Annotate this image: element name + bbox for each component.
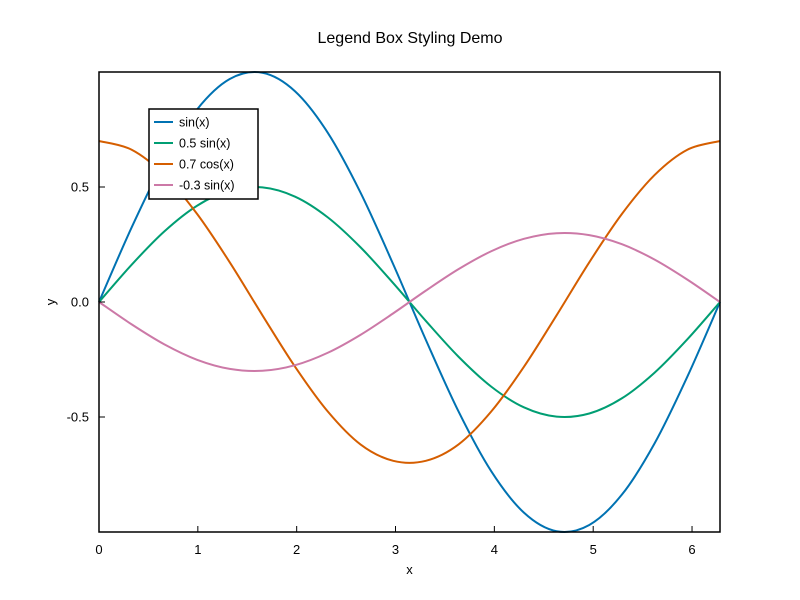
- y-axis-label: y: [43, 298, 58, 305]
- y-axis-ticks: -0.5 0.0 0.5: [67, 180, 105, 425]
- legend-label: 0.7 cos(x): [179, 158, 234, 172]
- legend-label: -0.3 sin(x): [179, 179, 235, 193]
- x-axis-label: x: [406, 562, 413, 577]
- y-tick-label: -0.5: [67, 410, 89, 425]
- x-tick-label: 0: [95, 542, 102, 557]
- legend-label: 0.5 sin(x): [179, 137, 230, 151]
- y-tick-label: 0.0: [71, 295, 89, 310]
- x-tick-label: 6: [688, 542, 695, 557]
- x-tick-label: 3: [392, 542, 399, 557]
- x-axis-ticks: 0 1 2 3 4 5 6: [95, 526, 696, 557]
- legend: sin(x) 0.5 sin(x) 0.7 cos(x) -0.3 sin(x): [148, 108, 259, 200]
- series-line-3: [98, 140, 721, 464]
- y-tick-label: 0.5: [71, 180, 89, 195]
- x-tick-label: 1: [194, 542, 201, 557]
- series-line-4: [98, 232, 721, 372]
- legend-label: sin(x): [179, 116, 210, 130]
- chart-title: Legend Box Styling Demo: [318, 30, 503, 47]
- x-tick-label: 2: [293, 542, 300, 557]
- x-tick-label: 4: [491, 542, 498, 557]
- x-tick-label: 5: [590, 542, 597, 557]
